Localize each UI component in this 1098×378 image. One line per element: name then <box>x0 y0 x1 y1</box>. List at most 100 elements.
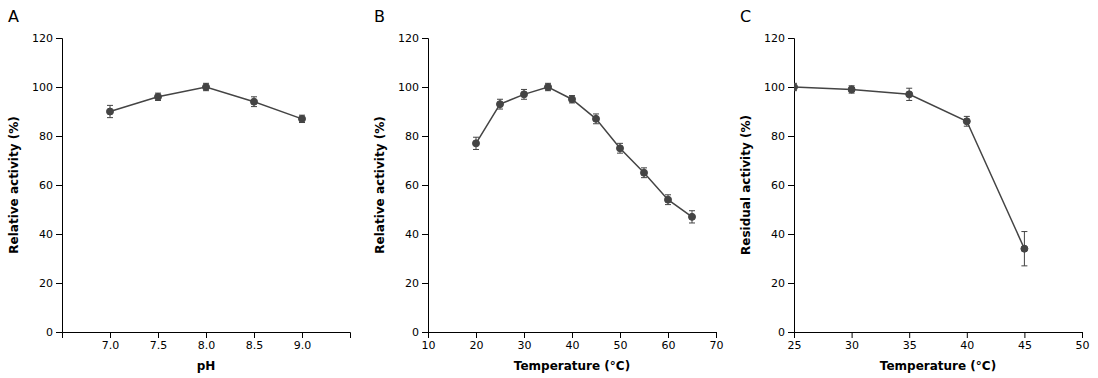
tick-label: 50 <box>1076 339 1090 352</box>
error-bar <box>689 211 695 223</box>
tick: 100 <box>764 81 794 94</box>
tick-mark <box>788 234 794 235</box>
tick: 60 <box>771 179 794 192</box>
tick-mark <box>668 332 669 338</box>
tick-mark <box>1024 332 1025 338</box>
tick: 60 <box>405 179 428 192</box>
tick-label: 45 <box>1018 339 1032 352</box>
tick-label: 60 <box>771 179 785 192</box>
marker <box>545 84 552 91</box>
x-axis-title: Temperature (°C) <box>514 359 630 373</box>
tick-mark <box>967 332 968 338</box>
tick-mark <box>56 87 62 88</box>
tick-label: 7.0 <box>102 339 120 352</box>
tick-mark <box>56 185 62 186</box>
tick: 8.0 <box>198 332 216 352</box>
error-bar <box>665 195 671 205</box>
marker <box>299 115 306 122</box>
tick-label: 80 <box>39 130 53 143</box>
tick-mark <box>422 136 428 137</box>
marker <box>848 86 855 93</box>
error-bar <box>964 116 970 126</box>
tick-label: 80 <box>771 130 785 143</box>
error-bar <box>569 96 575 103</box>
tick: 100 <box>32 81 62 94</box>
tick: 40 <box>566 332 580 352</box>
tick: 20 <box>771 277 794 290</box>
tick: 0 <box>778 326 794 339</box>
tick: 8.5 <box>246 332 264 352</box>
plot-area <box>107 83 306 122</box>
tick: 40 <box>960 332 974 352</box>
plot-area <box>473 83 696 223</box>
tick: 50 <box>1076 332 1090 352</box>
axis-line <box>788 39 795 333</box>
tick-mark <box>254 332 255 338</box>
axis-line <box>429 333 717 339</box>
tick-label: 0 <box>778 326 785 339</box>
panel-label: A <box>8 7 19 26</box>
marker <box>1021 245 1028 252</box>
tick: 120 <box>764 32 794 45</box>
tick: 50 <box>614 332 628 352</box>
x-axis-title: pH <box>197 359 216 373</box>
error-bar <box>641 168 647 178</box>
axis-line <box>422 39 429 333</box>
tick-mark <box>422 87 428 88</box>
y-axis-title: Relative activity (%) <box>7 116 21 253</box>
tick: 80 <box>39 130 62 143</box>
x-axis: 10203040506070 <box>422 332 724 352</box>
tick-mark <box>524 332 525 338</box>
tick: 60 <box>39 179 62 192</box>
y-axis: 020406080100120 <box>398 32 429 339</box>
chart: 7.07.58.08.59.0020406080100120pHRelative… <box>0 0 1098 378</box>
error-bar <box>155 93 161 100</box>
y-axis: 020406080100120 <box>764 32 795 339</box>
tick: 0 <box>46 326 62 339</box>
tick-label: 20 <box>405 277 419 290</box>
tick-label: 40 <box>566 339 580 352</box>
tick: 100 <box>398 81 428 94</box>
tick-label: 25 <box>788 339 802 352</box>
error-bar <box>906 88 912 100</box>
tick-label: 120 <box>32 32 53 45</box>
y-axis: 020406080100120 <box>32 32 63 339</box>
error-bar <box>1021 232 1027 266</box>
tick: 0 <box>412 326 428 339</box>
error-bar <box>545 83 551 90</box>
tick-label: 100 <box>398 81 419 94</box>
panel-label: B <box>374 7 385 26</box>
axis-line <box>795 333 1083 339</box>
marker <box>473 140 480 147</box>
tick-label: 60 <box>39 179 53 192</box>
marker <box>251 98 258 105</box>
error-bar <box>849 86 855 93</box>
tick-label: 0 <box>46 326 53 339</box>
tick-label: 30 <box>518 339 532 352</box>
tick-mark <box>302 332 303 338</box>
tick-label: 60 <box>662 339 676 352</box>
tick-mark <box>620 332 621 338</box>
tick-label: 120 <box>398 32 419 45</box>
marker <box>521 91 528 98</box>
tick-mark <box>422 332 428 333</box>
tick-mark <box>788 87 794 88</box>
tick-label: 100 <box>32 81 53 94</box>
tick-label: 0 <box>412 326 419 339</box>
tick: 20 <box>405 277 428 290</box>
tick-mark <box>56 136 62 137</box>
error-bar <box>299 115 305 122</box>
x-axis-title: Temperature (°C) <box>880 359 996 373</box>
tick-label: 120 <box>764 32 785 45</box>
tick: 45 <box>1018 332 1032 352</box>
panel: 10203040506070020406080100120Temperature… <box>373 7 724 373</box>
tick: 10 <box>422 332 436 352</box>
tick-label: 40 <box>39 228 53 241</box>
marker <box>497 101 504 108</box>
tick-mark <box>476 332 477 338</box>
tick-label: 10 <box>422 339 436 352</box>
error-bar <box>473 137 479 149</box>
marker <box>617 145 624 152</box>
tick-label: 8.0 <box>198 339 216 352</box>
marker <box>689 213 696 220</box>
